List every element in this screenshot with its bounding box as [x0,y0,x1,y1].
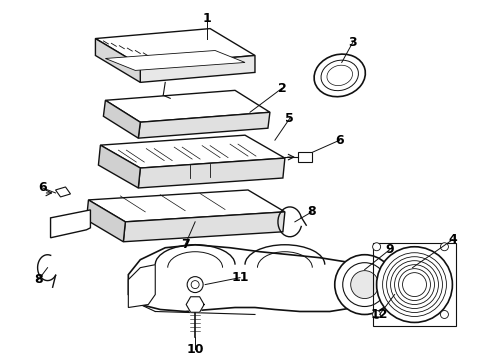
Polygon shape [138,112,270,138]
Circle shape [441,310,448,319]
Text: 6: 6 [38,181,47,194]
Polygon shape [96,39,140,82]
Polygon shape [50,210,91,238]
Ellipse shape [314,54,366,97]
Polygon shape [86,200,125,242]
Text: 10: 10 [186,343,204,356]
Polygon shape [105,90,270,122]
Ellipse shape [327,65,352,86]
Circle shape [351,271,379,298]
Text: 3: 3 [348,36,357,49]
Text: 9: 9 [385,243,394,256]
Polygon shape [186,297,204,312]
Circle shape [191,280,199,289]
Polygon shape [96,28,255,66]
Circle shape [343,263,387,306]
Circle shape [377,247,452,323]
Polygon shape [89,190,285,222]
Polygon shape [100,135,285,168]
Circle shape [441,243,448,251]
Text: 6: 6 [336,134,344,147]
Circle shape [335,255,394,315]
Text: 12: 12 [371,308,389,321]
Circle shape [187,276,203,293]
Ellipse shape [321,60,359,91]
Polygon shape [123,212,285,242]
Text: 8: 8 [34,273,43,286]
Polygon shape [138,158,285,188]
Polygon shape [128,245,375,311]
Polygon shape [103,100,140,138]
Polygon shape [98,145,140,188]
Bar [372,243,456,327]
Polygon shape [55,187,71,197]
Polygon shape [105,50,245,71]
Text: 7: 7 [181,238,190,251]
Polygon shape [128,265,155,307]
Text: 5: 5 [286,112,294,125]
Circle shape [372,243,381,251]
Text: 8: 8 [308,205,316,219]
Circle shape [372,310,381,319]
Polygon shape [140,55,255,82]
Bar [298,152,312,162]
Text: 11: 11 [231,271,249,284]
Text: 2: 2 [277,82,286,95]
Text: 4: 4 [448,233,457,246]
Text: 1: 1 [203,12,212,25]
